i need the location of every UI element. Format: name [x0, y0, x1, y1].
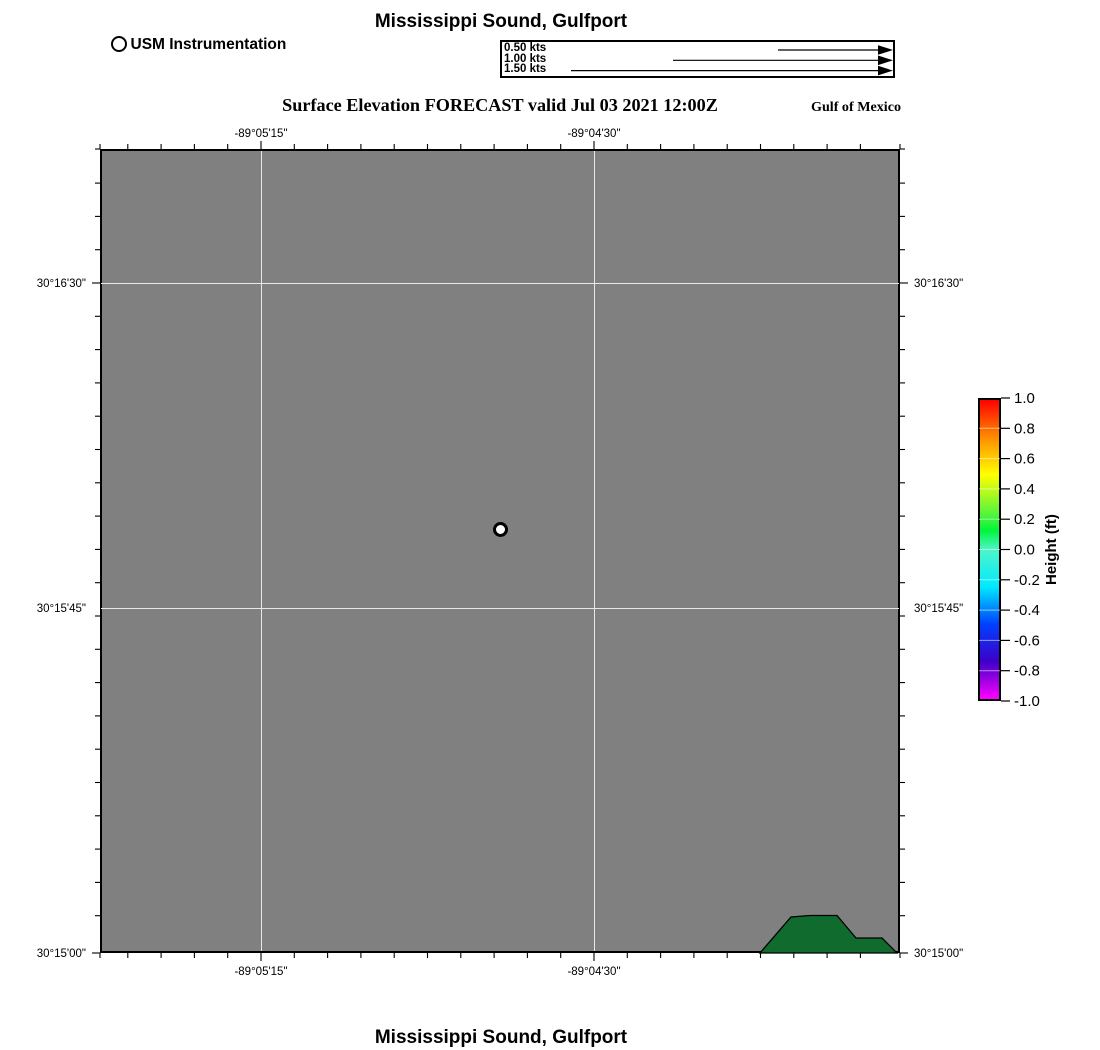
- svg-text:-0.8: -0.8: [1014, 663, 1040, 680]
- svg-text:0.6: 0.6: [1014, 451, 1035, 468]
- svg-text:-1.0: -1.0: [1014, 693, 1040, 710]
- svg-text:0.4: 0.4: [1014, 481, 1035, 498]
- svg-text:-0.4: -0.4: [1014, 602, 1040, 619]
- svg-text:-0.6: -0.6: [1014, 632, 1040, 649]
- svg-text:0.8: 0.8: [1014, 420, 1035, 437]
- svg-text:-0.2: -0.2: [1014, 572, 1040, 589]
- svg-text:0.0: 0.0: [1014, 542, 1035, 559]
- svg-text:1.0: 1.0: [1014, 390, 1035, 407]
- svg-text:0.2: 0.2: [1014, 511, 1035, 528]
